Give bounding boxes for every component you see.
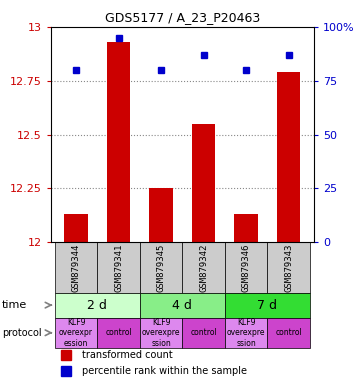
FancyBboxPatch shape xyxy=(97,318,140,348)
Text: transformed count: transformed count xyxy=(82,350,173,360)
FancyBboxPatch shape xyxy=(225,318,267,348)
FancyBboxPatch shape xyxy=(55,318,97,348)
Bar xyxy=(277,72,300,242)
Bar xyxy=(107,42,130,242)
Text: GSM879346: GSM879346 xyxy=(242,243,251,291)
Text: 2 d: 2 d xyxy=(87,299,107,312)
FancyBboxPatch shape xyxy=(225,242,267,293)
Text: KLF9
overexpr
ession: KLF9 overexpr ession xyxy=(59,318,93,348)
Title: GDS5177 / A_23_P20463: GDS5177 / A_23_P20463 xyxy=(105,11,260,24)
Text: GSM879345: GSM879345 xyxy=(157,243,166,291)
Text: GSM879343: GSM879343 xyxy=(284,243,293,291)
Text: control: control xyxy=(105,328,132,337)
Text: percentile rank within the sample: percentile rank within the sample xyxy=(82,366,247,376)
Bar xyxy=(192,124,215,242)
FancyBboxPatch shape xyxy=(55,242,97,293)
Bar xyxy=(234,214,258,242)
Text: GSM879344: GSM879344 xyxy=(71,243,81,291)
FancyBboxPatch shape xyxy=(267,242,310,293)
FancyBboxPatch shape xyxy=(225,293,310,318)
Text: GSM879342: GSM879342 xyxy=(199,243,208,291)
Text: GSM879341: GSM879341 xyxy=(114,243,123,291)
Text: 7 d: 7 d xyxy=(257,299,277,312)
FancyBboxPatch shape xyxy=(140,318,182,348)
FancyBboxPatch shape xyxy=(97,242,140,293)
Text: KLF9
overexpre
ssion: KLF9 overexpre ssion xyxy=(227,318,265,348)
Text: protocol: protocol xyxy=(2,328,42,338)
FancyBboxPatch shape xyxy=(55,293,140,318)
Text: control: control xyxy=(190,328,217,337)
Text: KLF9
overexpre
ssion: KLF9 overexpre ssion xyxy=(142,318,180,348)
Bar xyxy=(64,214,88,242)
FancyBboxPatch shape xyxy=(140,293,225,318)
Bar xyxy=(149,189,173,242)
FancyBboxPatch shape xyxy=(267,318,310,348)
FancyBboxPatch shape xyxy=(182,318,225,348)
Text: time: time xyxy=(2,300,27,310)
FancyBboxPatch shape xyxy=(182,242,225,293)
Text: control: control xyxy=(275,328,302,337)
FancyBboxPatch shape xyxy=(140,242,182,293)
Text: 4 d: 4 d xyxy=(172,299,192,312)
